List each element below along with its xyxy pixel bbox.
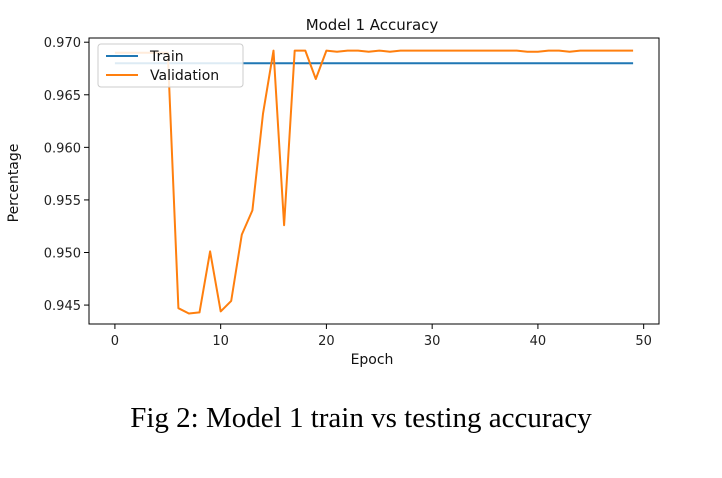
y-tick-label: 0.970	[44, 36, 81, 51]
x-tick-label: 20	[318, 334, 335, 349]
y-tick-label: 0.960	[44, 141, 81, 156]
plot-frame	[88, 37, 660, 325]
y-tick-label: 0.950	[44, 247, 81, 262]
x-tick-label: 50	[635, 334, 652, 349]
series-line-validation	[114, 49, 634, 315]
legend-train-label: Train	[149, 49, 184, 65]
y-axis-label: Percentage	[6, 144, 22, 223]
x-axis-label: Epoch	[351, 352, 394, 368]
y-tick-label: 0.945	[44, 299, 81, 314]
series-layer	[114, 49, 634, 315]
chart-title: Model 1 Accuracy	[306, 16, 439, 34]
legend: Train Validation	[97, 43, 244, 88]
legend-box	[97, 43, 244, 88]
y-tick-label: 0.965	[44, 89, 81, 104]
x-tick-label: 30	[424, 334, 441, 349]
legend-validation-label: Validation	[150, 68, 219, 84]
y-tick-label: 0.955	[44, 194, 81, 209]
accuracy-line-chart: Model 1 Accuracy Percentage Epoch 0 10 20 3…	[6, 16, 660, 368]
x-tick-label: 0	[111, 334, 119, 349]
axis-ticks: 0 10 20 30 40 50 0.945 0.950 0.955 0.960 0.965 0.97…	[44, 36, 652, 349]
figure-caption: Fig 2: Model 1 train vs testing accuracy	[130, 402, 592, 434]
x-tick-label: 40	[530, 334, 547, 349]
x-tick-label: 10	[212, 334, 229, 349]
